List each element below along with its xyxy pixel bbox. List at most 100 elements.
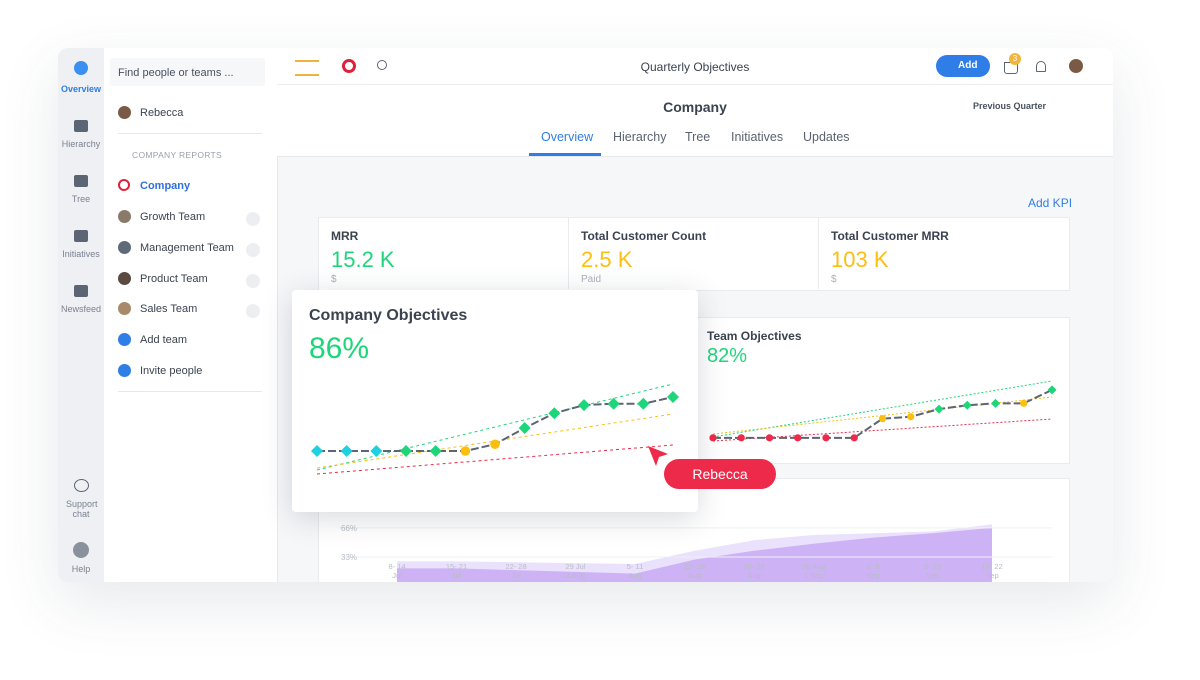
tab[interactable]: Initiatives [731,130,784,144]
search-icon[interactable] [377,60,387,70]
rail-item[interactable]: Hierarchy [61,139,101,149]
y-tick-label: 33% [341,553,357,562]
divider [118,391,262,392]
kpi-unit: $ [331,274,337,285]
point [340,445,353,457]
kpi-value: 103 K [831,247,889,272]
kpi-value: 15.2 K [331,247,395,272]
x-tick-label: Sep [866,571,879,580]
point [578,399,590,412]
user-name[interactable]: Rebecca [140,107,184,119]
rail-item[interactable]: Overview [60,84,102,94]
point [460,446,471,456]
icon-rail: Overview Hierarchy Tree Initiatives News… [58,48,104,582]
tab[interactable]: Hierarchy [613,130,667,144]
point [311,445,323,457]
team-item[interactable]: Company [140,180,191,192]
bell-icon[interactable] [1036,61,1046,72]
tab[interactable]: Overview [541,130,594,144]
search-box[interactable] [110,58,265,86]
company-objectives-card: Company Objectives 86% [292,290,698,512]
team-icon [118,272,131,285]
x-tick-label: Aug [628,571,641,580]
x-tick-label: 9- 15 [924,562,941,571]
target-icon [342,59,356,73]
tab[interactable]: Tree [685,130,711,144]
point [850,434,858,442]
team-item[interactable]: Growth Team [140,211,206,223]
card-title: Company Objectives [309,307,468,324]
point [1047,385,1057,395]
kpi-unit: Paid [581,274,602,285]
x-tick-label: 19- 25 [743,562,764,571]
rail-item[interactable]: Tree [71,194,91,204]
line [713,389,1053,439]
point [667,391,679,403]
sparkline [311,383,679,475]
x-tick-label: 4 Aug [566,571,585,580]
x-tick-label: Jul [452,571,462,580]
action-item[interactable]: Invite people [140,365,203,377]
profile-avatar[interactable] [1069,59,1083,73]
team-icon [118,241,131,254]
rail-item[interactable]: Help [71,564,91,574]
point [907,413,915,421]
point [370,445,383,457]
active-tab-indicator [529,153,601,156]
point [607,397,620,410]
x-tick-label: 5- 11 [627,562,644,571]
rail-item[interactable]: Initiatives [62,249,100,259]
action-item[interactable]: Add team [140,334,188,346]
x-tick-label: 22- 28 [505,562,526,571]
point [765,434,774,442]
team-item[interactable]: Management Team [140,242,234,254]
y-tick-label: 66% [341,524,357,533]
point [709,434,717,442]
page-title: Company [663,99,727,115]
badge: 3 [1009,53,1021,65]
divider [818,217,819,289]
count-bubble [246,274,260,288]
divider [277,84,1113,85]
x-tick-label: 26 Aug [802,562,825,571]
x-tick-label: 2- 8 [867,562,880,571]
main: Quarterly Objectives Add 3 Company Previ… [277,48,1113,582]
add-icon [118,333,131,346]
point [637,397,650,410]
sidebar: Find people or teams ... Rebecca COMPANY… [104,48,278,582]
x-tick-label: 1 Sep [804,571,824,580]
x-tick-label: 12- 18 [684,562,705,571]
add-icon [118,364,131,377]
x-tick-label: Aug [747,571,760,580]
team-item[interactable]: Product Team [140,273,208,285]
count-bubble [246,212,260,226]
point [962,400,972,410]
x-tick-label: 29 Jul [565,562,585,571]
count-bubble [246,304,260,318]
rail-icon [58,175,104,191]
sparkline [709,380,1057,442]
rail-item[interactable]: Support chat [66,499,98,519]
rail-item[interactable]: Newsfeed [60,304,102,314]
add-button[interactable] [936,55,990,77]
team-icon [118,210,131,223]
period[interactable]: Previous Quarter [973,101,1047,111]
team-objectives-card: Team Objectives 82% [690,317,1070,464]
point [1020,399,1028,407]
divider [568,217,569,289]
tab[interactable]: Updates [803,130,850,144]
card-value: 82% [707,345,748,367]
point [934,404,944,414]
search-placeholder: Find people or teams ... [118,67,234,79]
point [548,407,561,420]
rail-icon [58,230,104,246]
count-bubble [246,243,260,257]
add-button-label: Add [958,60,978,71]
add-kpi[interactable]: Add KPI [1028,196,1073,210]
team-item[interactable]: Sales Team [140,303,198,315]
point [400,445,412,457]
point [991,398,1000,408]
point [794,434,802,442]
card-value: 86% [309,332,370,365]
